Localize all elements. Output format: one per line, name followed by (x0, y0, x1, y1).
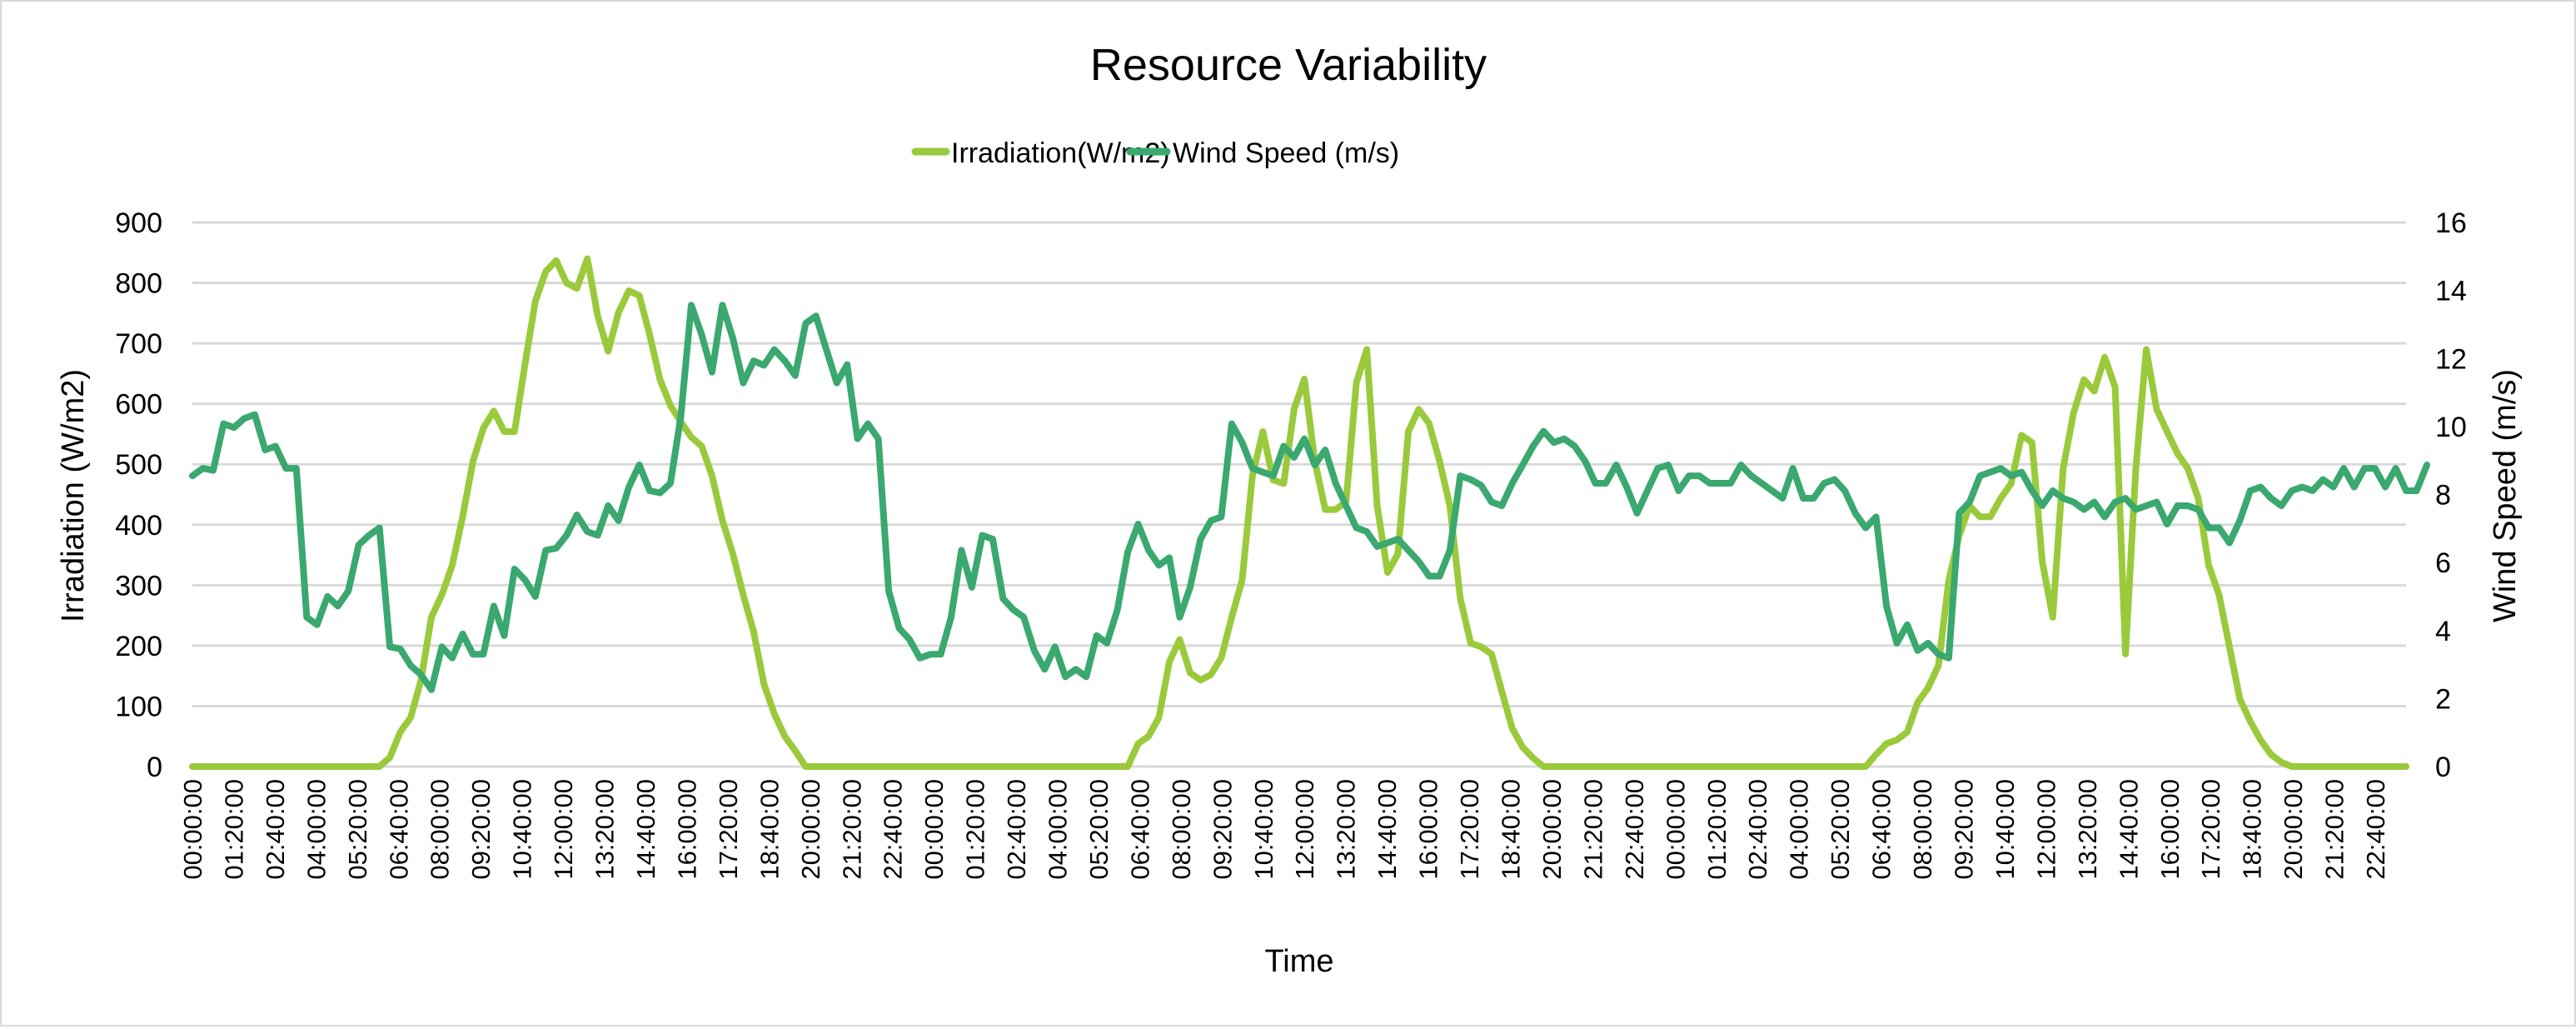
x-axis-title: Time (1264, 944, 1333, 979)
y2-tick-label: 2 (2435, 683, 2451, 715)
y2-tick-label: 6 (2435, 547, 2451, 579)
y-axis-title: Irradiation (W/m2) (56, 369, 91, 622)
y2-tick-label: 16 (2435, 207, 2467, 239)
x-tick-label: 14:40:00 (1373, 779, 1402, 880)
x-tick-label: 13:20:00 (1332, 779, 1361, 880)
x-tick-label: 21:20:00 (1578, 779, 1607, 880)
x-tick-label: 18:40:00 (755, 779, 784, 880)
x-tick-label: 08:00:00 (426, 779, 455, 880)
x-tick-label: 16:00:00 (2155, 779, 2185, 880)
x-tick-label: 10:40:00 (1249, 779, 1278, 880)
x-tick-label: 20:00:00 (1537, 779, 1567, 880)
x-tick-label: 01:20:00 (961, 779, 990, 880)
x-tick-label: 10:40:00 (508, 779, 537, 880)
y-tick-label: 700 (115, 328, 162, 360)
x-tick-label: 04:00:00 (1785, 779, 1814, 880)
x-axis-tick-labels: 00:00:00 01:20:00 02:40:00 04:00:00 05:20:00… (178, 779, 2390, 880)
x-tick-label: 21:20:00 (2320, 779, 2349, 880)
y-tick-label: 500 (115, 449, 162, 481)
x-tick-label: 16:00:00 (1414, 779, 1443, 880)
x-tick-label: 13:20:00 (590, 779, 620, 880)
x-tick-label: 09:20:00 (1949, 779, 1978, 880)
left-axis-tick-labels: 0 100 200 300 400 500 600 700 800 900 (115, 207, 162, 783)
x-tick-label: 12:00:00 (2031, 779, 2060, 880)
x-tick-label: 17:20:00 (2196, 779, 2225, 880)
right-axis-tick-labels: 0 2 4 6 8 10 12 14 16 (2435, 207, 2467, 783)
x-tick-label: 14:40:00 (631, 779, 660, 880)
x-tick-label: 22:40:00 (1620, 779, 1649, 880)
x-tick-label: 00:00:00 (1661, 779, 1690, 880)
x-tick-label: 14:40:00 (2114, 779, 2143, 880)
x-tick-label: 01:20:00 (219, 779, 248, 880)
y-tick-label: 800 (115, 268, 162, 300)
y2-tick-label: 0 (2435, 752, 2451, 783)
y-tick-label: 600 (115, 389, 162, 421)
x-tick-label: 22:40:00 (2361, 779, 2390, 880)
x-tick-label: 00:00:00 (919, 779, 949, 880)
x-tick-label: 06:40:00 (384, 779, 413, 880)
x-tick-label: 09:20:00 (1208, 779, 1237, 880)
y-tick-label: 900 (115, 207, 162, 239)
irradiation-series-line (189, 255, 2409, 770)
x-tick-label: 12:00:00 (549, 779, 578, 880)
x-tick-label: 16:00:00 (672, 779, 701, 880)
x-tick-label: 05:20:00 (1826, 779, 1855, 880)
x-tick-label: 20:00:00 (2279, 779, 2308, 880)
x-tick-label: 10:40:00 (1991, 779, 2020, 880)
x-tick-label: 06:40:00 (1125, 779, 1154, 880)
wind-speed-series-line (189, 302, 2430, 693)
x-tick-label: 06:40:00 (1867, 779, 1896, 880)
y-tick-label: 0 (147, 752, 162, 783)
y-tick-label: 200 (115, 631, 162, 662)
y-tick-label: 400 (115, 510, 162, 542)
y2-tick-label: 12 (2435, 343, 2467, 375)
x-tick-label: 02:40:00 (1743, 779, 1772, 880)
x-tick-label: 18:40:00 (1497, 779, 1526, 880)
x-tick-label: 21:20:00 (837, 779, 866, 880)
x-tick-label: 08:00:00 (1167, 779, 1196, 880)
chart-title: Resource Variability (1090, 40, 1487, 90)
y2-tick-label: 4 (2435, 616, 2451, 647)
y2-tick-label: 10 (2435, 412, 2467, 443)
x-tick-label: 13:20:00 (2073, 779, 2102, 880)
legend-label-wind-speed: Wind Speed (m/s) (1173, 137, 1399, 169)
y2-axis-title: Wind Speed (m/s) (2488, 369, 2523, 622)
x-tick-label: 09:20:00 (466, 779, 496, 880)
x-tick-label: 22:40:00 (879, 779, 908, 880)
x-tick-label: 12:00:00 (1290, 779, 1319, 880)
x-tick-label: 00:00:00 (178, 779, 207, 880)
gridlines (192, 221, 2406, 768)
y2-tick-label: 14 (2435, 276, 2467, 307)
x-tick-label: 08:00:00 (1908, 779, 1937, 880)
y-tick-label: 100 (115, 691, 162, 722)
x-tick-label: 18:40:00 (2238, 779, 2267, 880)
x-tick-label: 17:20:00 (1455, 779, 1484, 880)
x-tick-label: 02:40:00 (1002, 779, 1031, 880)
legend: Irradiation(W/m2) Wind Speed (m/s) (911, 137, 1399, 169)
series-lines (189, 255, 2430, 770)
x-tick-label: 02:40:00 (261, 779, 290, 880)
y-tick-label: 300 (115, 570, 162, 602)
x-tick-label: 01:20:00 (1702, 779, 1731, 880)
x-tick-label: 20:00:00 (796, 779, 825, 880)
x-tick-label: 05:20:00 (1084, 779, 1114, 880)
x-tick-label: 05:20:00 (343, 779, 372, 880)
x-tick-label: 04:00:00 (301, 779, 331, 880)
y2-tick-label: 8 (2435, 480, 2451, 512)
x-tick-label: 17:20:00 (714, 779, 743, 880)
x-tick-label: 04:00:00 (1044, 779, 1073, 880)
